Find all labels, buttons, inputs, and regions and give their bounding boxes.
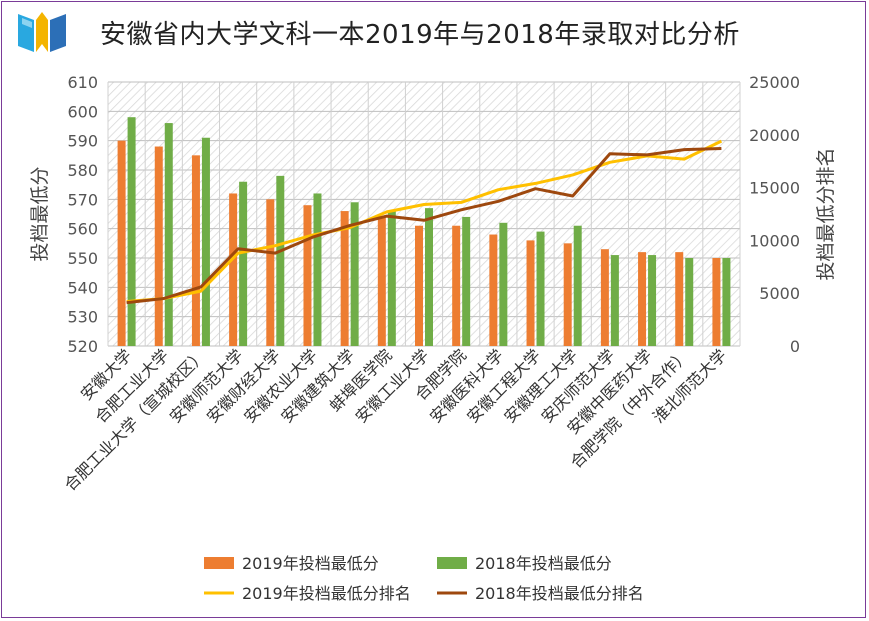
bar-2018: [313, 193, 322, 346]
y-tick-label: 580: [67, 161, 98, 180]
bar-2019: [675, 252, 684, 346]
y-tick-label: 610: [67, 73, 98, 92]
left-axis-title: 投档最低分: [29, 166, 51, 261]
book-logo-icon: [18, 12, 66, 52]
bar-2019: [452, 225, 461, 346]
legend: 2019年投档最低分 2018年投档最低分 2019年投档最低分排名 2018年投档最…: [204, 554, 644, 603]
bar-2018: [573, 225, 582, 346]
bar-2018: [536, 231, 545, 346]
bar-series: [117, 117, 731, 346]
bar-2019: [712, 258, 721, 346]
legend-label: 2019年投档最低分: [242, 554, 379, 573]
bar-2019: [191, 155, 200, 346]
line-series: [126, 139, 723, 305]
right-axis-ticks: 25000 20000 15000 10000 5000 0: [749, 73, 800, 356]
bar-2019: [266, 199, 275, 346]
plot-area: [108, 82, 740, 346]
bar-2018: [239, 181, 248, 346]
bar-2019: [303, 205, 312, 346]
bar-2018: [499, 222, 508, 346]
y2-tick-label: 5000: [759, 284, 800, 303]
y-tick-label: 570: [67, 190, 98, 209]
legend-swatch: [437, 557, 467, 569]
chart-title: 安徽省内大学文科一本2019年与2018年录取对比分析: [100, 20, 740, 50]
y2-tick-label: 0: [790, 337, 800, 356]
bar-2018: [425, 208, 433, 346]
bar-2019: [415, 225, 423, 346]
bar-2019: [563, 243, 572, 346]
y2-tick-label: 20000: [749, 126, 800, 145]
bar-2019: [340, 211, 349, 346]
y-tick-label: 520: [67, 337, 98, 356]
y2-tick-label: 15000: [749, 179, 800, 198]
bar-2019: [117, 140, 126, 346]
right-axis-title: 投档最低分排名: [815, 147, 837, 280]
bar-2019: [600, 249, 609, 346]
legend-label: 2018年投档最低分排名: [475, 584, 644, 603]
gridlines: [107, 81, 741, 347]
y-tick-label: 550: [67, 249, 98, 268]
bar-2019: [377, 216, 386, 346]
bar-2018: [127, 117, 136, 346]
bar-2019: [526, 240, 535, 346]
y-tick-label: 540: [67, 278, 98, 297]
y-tick-label: 560: [67, 220, 98, 239]
bar-2018: [387, 211, 396, 346]
line-2019-rank: [126, 139, 723, 304]
legend-label: 2018年投档最低分: [475, 554, 612, 573]
bar-2018: [610, 255, 619, 346]
y-tick-label: 590: [67, 132, 98, 151]
legend-swatch: [204, 557, 234, 569]
bar-2019: [229, 193, 238, 346]
y2-tick-label: 25000: [749, 73, 800, 92]
bar-2019: [638, 252, 647, 346]
legend-label: 2019年投档最低分排名: [242, 584, 411, 603]
left-axis-ticks: 610 600 590 580 570 560 550 540 530 520: [67, 73, 98, 356]
bar-2019: [489, 234, 498, 346]
line-2018-rank: [126, 147, 722, 305]
y2-tick-label: 10000: [749, 231, 800, 250]
category-labels: 安徽大学合肥工业大学合肥工业大学（宣城校区）安徽师范大学安徽财经大学安徽农业大学…: [61, 345, 731, 494]
bar-2018: [462, 216, 471, 346]
bar-2018: [201, 137, 210, 346]
bar-2018: [685, 258, 694, 346]
bar-2018: [164, 123, 173, 346]
bar-2018: [276, 175, 285, 346]
bar-2018: [350, 202, 359, 346]
bar-2018: [648, 255, 657, 346]
y-tick-label: 530: [67, 308, 98, 327]
bar-2019: [154, 146, 163, 346]
category-label: 合肥工业大学（宣城校区）: [61, 345, 210, 494]
bar-2018: [722, 258, 731, 346]
y-tick-label: 600: [67, 102, 98, 121]
